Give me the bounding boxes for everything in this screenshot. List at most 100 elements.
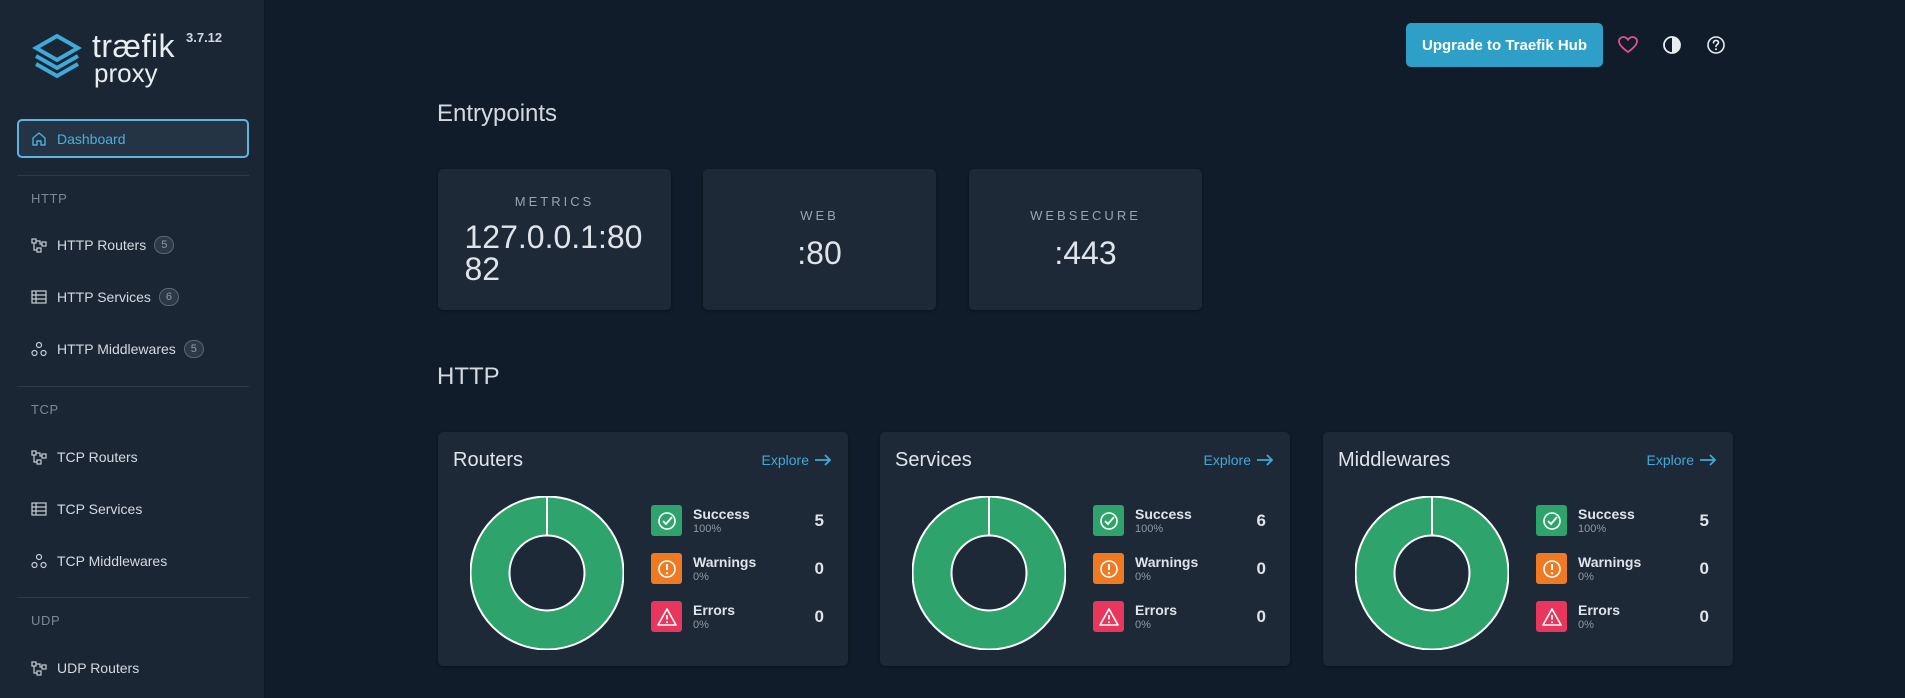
entrypoint-card-web: WEB :80: [703, 169, 936, 310]
middlewares-icon: [30, 552, 48, 570]
nav-dashboard[interactable]: Dashboard: [17, 119, 249, 158]
count-badge: 5: [154, 236, 175, 254]
stat-label: Success: [1578, 506, 1635, 522]
section-label-udp: UDP: [31, 613, 61, 628]
sidebar-item-label: TCP Services: [57, 501, 143, 517]
stat-row-success: Success 100% 5: [1536, 505, 1716, 537]
sidebar-item-label: HTTP Routers: [57, 237, 147, 253]
nav-dashboard-label: Dashboard: [57, 130, 126, 147]
stat-row-errors: Errors 0% 0: [1093, 601, 1273, 633]
donut-chart: [912, 496, 1066, 650]
section-label-http: HTTP: [31, 191, 68, 206]
sidebar-item-http-routers[interactable]: HTTP Routers 5: [30, 233, 175, 257]
explore-label: Explore: [761, 452, 809, 468]
stat-count: 0: [1256, 607, 1266, 626]
entrypoint-name: METRICS: [514, 194, 595, 209]
stat-row-warnings: Warnings 0% 0: [1536, 553, 1716, 585]
donut-chart: [470, 496, 624, 650]
theme-contrast-icon[interactable]: [1660, 33, 1684, 57]
entrypoints-heading: Entrypoints: [437, 100, 558, 127]
entrypoint-value: 127.0.0.1:8082: [464, 219, 643, 287]
stat-count: 0: [1256, 559, 1266, 578]
arrow-right-icon: [1700, 454, 1717, 466]
entrypoint-card-metrics: METRICS 127.0.0.1:8082: [438, 169, 671, 310]
stat-count: 0: [814, 559, 824, 578]
entrypoint-value: :443: [1054, 234, 1117, 271]
traefik-logo-icon: [32, 34, 82, 79]
stat-row-warnings: Warnings 0% 0: [1093, 553, 1273, 585]
services-icon: [30, 288, 48, 306]
explore-link[interactable]: Explore: [762, 452, 832, 468]
sidebar-item-label: UDP Routers: [57, 660, 140, 676]
stat-row-errors: Errors 0% 0: [1536, 601, 1716, 633]
stat-row-warnings: Warnings 0% 0: [651, 553, 831, 585]
success-icon: [1536, 505, 1567, 536]
routers-icon: [30, 236, 48, 254]
routers-icon: [30, 659, 48, 677]
stat-label: Success: [1135, 506, 1192, 522]
arrow-right-icon: [1257, 454, 1274, 466]
stat-count: 5: [814, 511, 824, 530]
stat-percent: 0%: [1578, 571, 1594, 583]
sidebar-item-label: TCP Middlewares: [57, 553, 168, 569]
donut-chart: [1355, 496, 1509, 650]
stat-label: Warnings: [693, 554, 757, 570]
stat-count: 0: [1699, 607, 1709, 626]
stat-percent: 0%: [1135, 619, 1151, 631]
error-icon: [651, 601, 682, 632]
arrow-right-icon: [815, 454, 832, 466]
http-heading: HTTP: [437, 363, 500, 390]
home-icon: [32, 131, 46, 146]
entrypoint-name: WEB: [800, 207, 839, 223]
entrypoint-card-websecure: WEBSECURE :443: [969, 169, 1202, 310]
stat-row-errors: Errors 0% 0: [651, 601, 831, 633]
help-icon[interactable]: [1704, 33, 1728, 57]
sidebar-item-http-middlewares[interactable]: HTTP Middlewares 5: [30, 337, 204, 361]
stat-percent: 0%: [1135, 571, 1151, 583]
stat-row-success: Success 100% 6: [1093, 505, 1273, 537]
entrypoint-name: WEBSECURE: [1030, 207, 1141, 223]
sidebar-item-udp-routers[interactable]: UDP Routers: [30, 656, 139, 680]
divider: [17, 386, 249, 387]
traefik-logo[interactable]: træfik proxy 3.7.12: [32, 28, 242, 88]
heart-icon[interactable]: [1616, 33, 1640, 57]
routers-icon: [30, 448, 48, 466]
explore-link[interactable]: Explore: [1647, 452, 1717, 468]
stat-count: 6: [1256, 511, 1266, 530]
success-icon: [651, 505, 682, 536]
stat-percent: 100%: [1135, 523, 1164, 535]
count-badge: 5: [183, 340, 204, 358]
error-icon: [1093, 601, 1124, 632]
section-label-tcp: TCP: [31, 402, 59, 417]
card-title: Routers: [453, 449, 524, 471]
sidebar-item-label: HTTP Services: [57, 289, 151, 305]
sidebar-item-tcp-middlewares[interactable]: TCP Middlewares: [30, 549, 167, 573]
stat-card-routers: Routers Explore Success 100% 5 Warnings …: [438, 432, 848, 666]
warning-icon: [651, 553, 682, 584]
upgrade-button[interactable]: Upgrade to Traefik Hub: [1406, 23, 1603, 67]
stat-label: Errors: [1578, 602, 1621, 618]
stat-label: Success: [693, 506, 750, 522]
stat-card-middlewares: Middlewares Explore Success 100% 5 Warni…: [1323, 432, 1733, 666]
explore-link[interactable]: Explore: [1204, 452, 1274, 468]
sidebar-item-label: TCP Routers: [57, 449, 138, 465]
success-icon: [1093, 505, 1124, 536]
warning-icon: [1536, 553, 1567, 584]
stat-label: Warnings: [1135, 554, 1199, 570]
stat-count: 0: [814, 607, 824, 626]
stat-percent: 100%: [1578, 523, 1607, 535]
brand-name: træfik: [92, 28, 175, 64]
divider: [17, 597, 249, 598]
card-title: Services: [895, 449, 972, 471]
stat-percent: 0%: [693, 619, 709, 631]
stat-percent: 100%: [693, 523, 722, 535]
sidebar-item-http-services[interactable]: HTTP Services 6: [30, 285, 179, 309]
sidebar-item-tcp-services[interactable]: TCP Services: [30, 497, 142, 521]
stat-card-services: Services Explore Success 100% 6 Warnings…: [880, 432, 1290, 666]
stat-percent: 0%: [1578, 619, 1594, 631]
brand-subname: proxy: [94, 58, 158, 88]
divider: [17, 175, 249, 176]
entrypoint-value: :80: [797, 234, 842, 271]
sidebar-item-tcp-routers[interactable]: TCP Routers: [30, 445, 138, 469]
sidebar-item-label: HTTP Middlewares: [57, 341, 176, 357]
